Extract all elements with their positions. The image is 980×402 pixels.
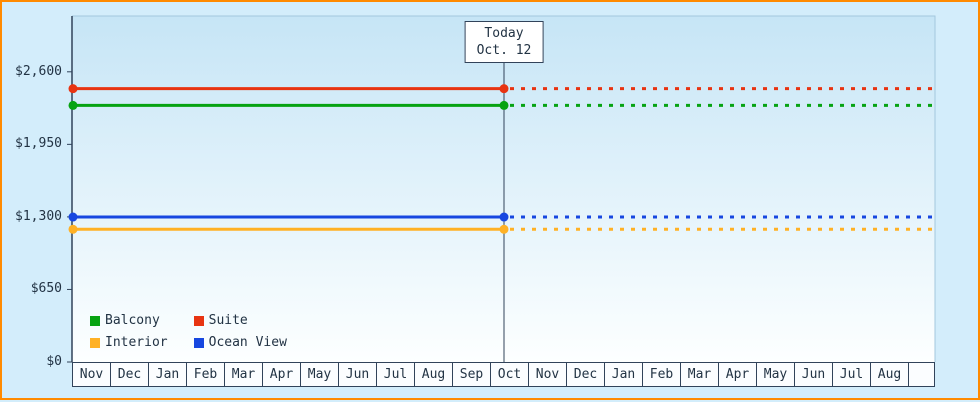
series-today-marker <box>499 212 509 222</box>
month-cell: Jan <box>149 363 187 386</box>
y-axis-tick-label: $2,600 <box>15 63 62 79</box>
today-date: Oct. 12 <box>476 43 532 58</box>
y-axis-tick-label: $1,950 <box>15 136 62 152</box>
month-cell: Dec <box>111 363 149 386</box>
legend-item: Balcony <box>90 313 168 328</box>
month-cell: Jul <box>833 363 871 386</box>
legend-swatch <box>193 337 204 348</box>
month-cell: May <box>757 363 795 386</box>
month-cell: Jun <box>795 363 833 386</box>
month-cell: Nov <box>73 363 111 386</box>
legend-item: Ocean View <box>193 335 287 350</box>
legend: Balcony Suite Interior Ocean View <box>90 313 287 350</box>
month-cell: Apr <box>263 363 301 386</box>
month-cell: Feb <box>643 363 681 386</box>
plot-border <box>72 15 936 362</box>
month-cell: Mar <box>225 363 263 386</box>
legend-item: Suite <box>193 313 287 328</box>
today-label: Today <box>484 26 524 41</box>
series-start-marker <box>68 84 78 94</box>
month-cell: Feb <box>187 363 225 386</box>
legend-label: Balcony <box>105 313 160 328</box>
month-cell: Dec <box>567 363 605 386</box>
month-cell: May <box>301 363 339 386</box>
month-cell: Apr <box>719 363 757 386</box>
y-axis-tick-label: $1,300 <box>15 208 62 224</box>
legend-label: Ocean View <box>208 335 287 350</box>
today-annotation: Today Oct. 12 <box>464 21 544 63</box>
month-cell: Oct <box>491 363 529 386</box>
month-cell: Aug <box>415 363 453 386</box>
month-cell: Jun <box>339 363 377 386</box>
legend-item: Interior <box>90 335 168 350</box>
month-cell: Mar <box>681 363 719 386</box>
series-today-marker <box>499 84 509 94</box>
month-cell: Jul <box>377 363 415 386</box>
series-start-marker <box>68 224 78 234</box>
month-cell: Nov <box>529 363 567 386</box>
legend-swatch <box>90 337 100 348</box>
x-axis-month-row: Nov Dec Jan Feb Mar Apr May Jun Jul Aug Sep Oct Nov D… <box>72 362 935 387</box>
y-axis-tick-label: $0 <box>46 354 62 369</box>
month-cell: Sep <box>453 363 491 386</box>
month-cell: Aug <box>871 363 909 386</box>
series-start-marker <box>68 212 78 222</box>
month-cell: Jan <box>605 363 643 386</box>
y-axis-tick-label: $650 <box>30 281 62 297</box>
legend-label: Interior <box>105 335 168 350</box>
legend-swatch <box>90 315 100 326</box>
series-start-marker <box>68 100 78 110</box>
legend-swatch <box>193 315 204 326</box>
legend-label: Suite <box>208 313 248 328</box>
series-today-marker <box>499 224 509 234</box>
series-today-marker <box>499 100 509 110</box>
